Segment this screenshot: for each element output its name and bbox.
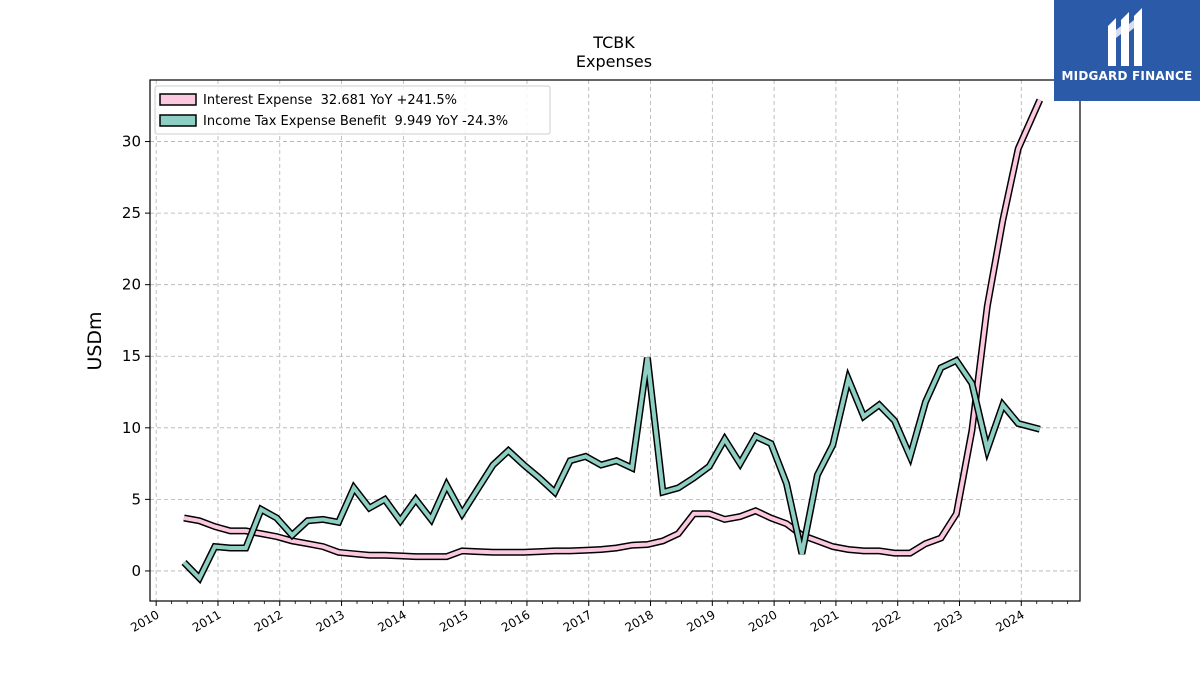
chart-title: TCBK <box>592 33 635 52</box>
x-tick-label: 2021 <box>808 607 841 634</box>
legend: Interest Expense 32.681 YoY +241.5% Inco… <box>154 85 551 135</box>
legend-label-interest-expense: Interest Expense 32.681 YoY +241.5% <box>203 93 457 108</box>
midgard-finance-logo: MIDGARD FINANCE <box>1054 0 1200 101</box>
x-tick-label: 2023 <box>932 607 965 634</box>
legend-swatch-interest-expense <box>159 93 197 106</box>
x-tick-label: 2011 <box>190 607 223 634</box>
y-tick-label: 5 <box>131 490 141 508</box>
grid-lines <box>150 80 1080 601</box>
x-axis: 2010 2011 2012 2013 2014 2015 2016 2017 2018 2019… <box>128 601 1069 635</box>
x-tick-label: 2016 <box>499 607 532 634</box>
y-axis: 0 5 10 15 20 25 30 <box>122 133 150 580</box>
y-tick-label: 0 <box>131 562 141 580</box>
x-tick-label: 2014 <box>375 607 408 634</box>
x-tick-label: 2022 <box>870 607 903 634</box>
x-tick-label: 2018 <box>623 607 656 634</box>
y-tick-label: 30 <box>122 133 141 151</box>
x-tick-label: 2010 <box>128 607 161 634</box>
legend-swatch-income-tax-expense-benefit <box>159 114 197 127</box>
series-line-income-tax-expense-benefit <box>182 357 1041 582</box>
x-tick-label: 2019 <box>684 607 717 634</box>
midgard-m-logo-icon <box>1108 8 1142 66</box>
x-tick-label: 2017 <box>561 607 594 634</box>
x-tick-label: 2020 <box>746 607 779 634</box>
y-tick-label: 10 <box>122 419 141 437</box>
y-axis-label: USDm <box>84 311 106 370</box>
y-tick-label: 25 <box>122 204 141 222</box>
legend-box <box>154 85 551 135</box>
series-lines <box>181 98 1043 585</box>
series-line-interest-expense <box>183 99 1042 559</box>
legend-label-income-tax-expense-benefit: Income Tax Expense Benefit 9.949 YoY -24… <box>203 114 508 129</box>
x-tick-label: 2015 <box>437 607 470 634</box>
x-tick-label: 2012 <box>252 607 285 634</box>
series-outline-interest-expense <box>183 98 1043 561</box>
x-tick-label: 2013 <box>314 607 347 634</box>
y-tick-label: 15 <box>122 347 141 365</box>
logo-text: MIDGARD FINANCE <box>1061 69 1193 83</box>
plot-frame <box>149 79 1081 602</box>
chart-subtitle: Expenses <box>576 52 652 71</box>
x-tick-label: 2024 <box>993 607 1026 634</box>
y-tick-label: 20 <box>122 276 141 294</box>
